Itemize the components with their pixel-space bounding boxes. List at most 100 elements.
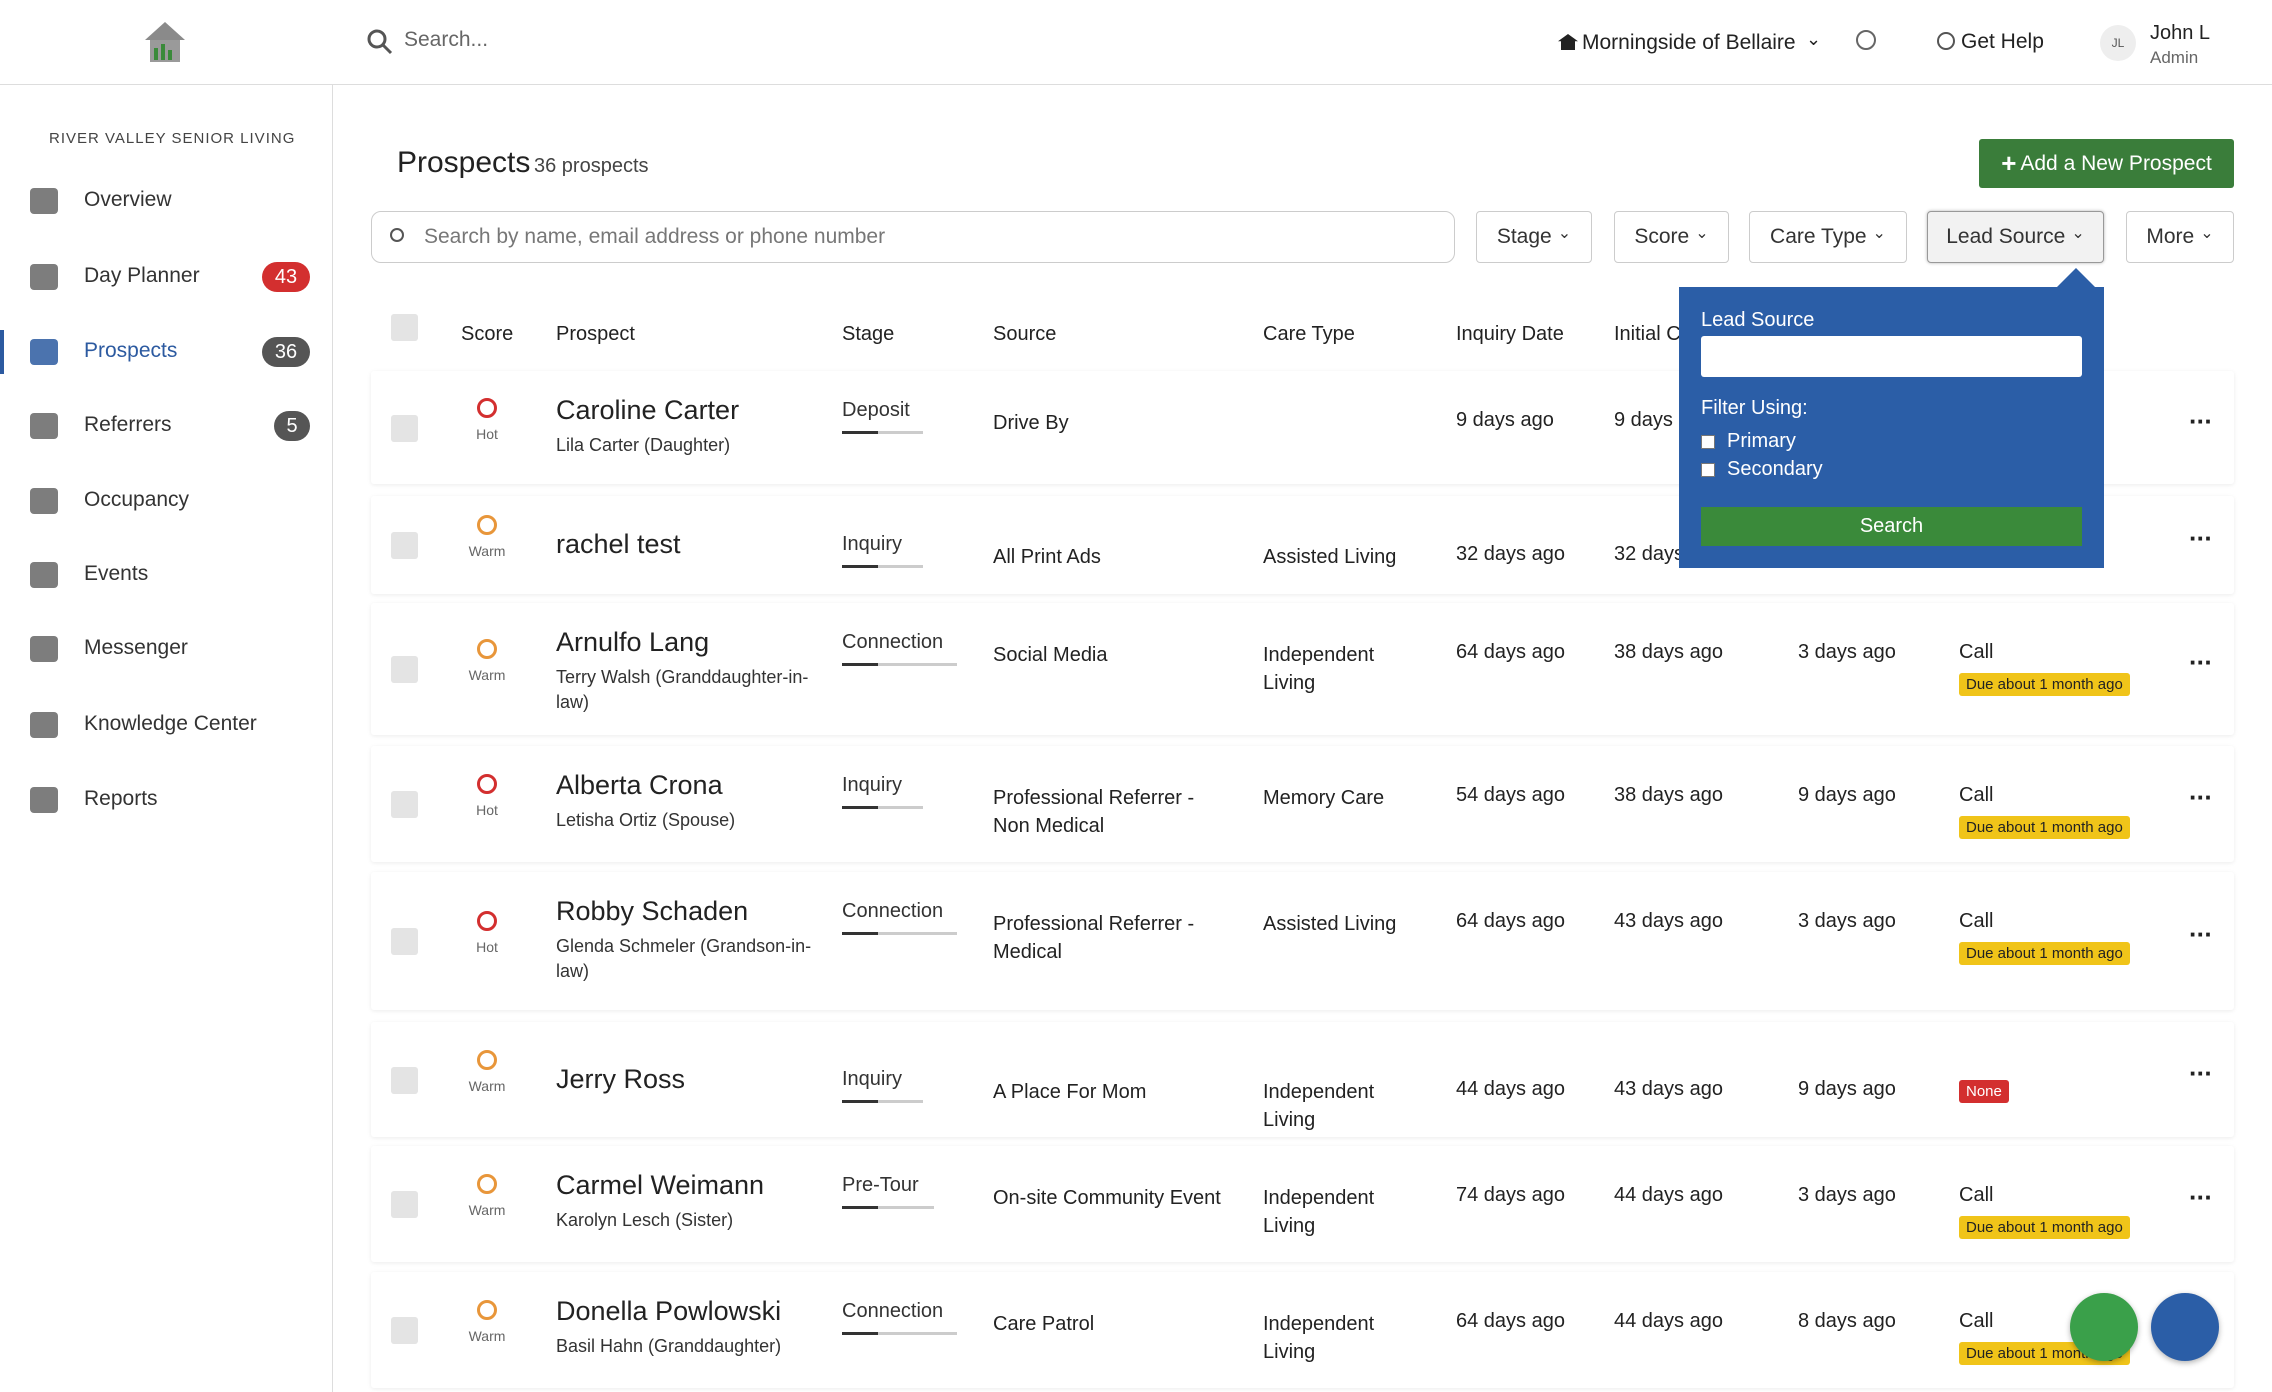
prospect-name[interactable]: Donella Powlowski xyxy=(556,1296,782,1326)
filter-button[interactable]: Care Type ⌄ xyxy=(1749,211,1907,263)
popup-arrow xyxy=(2056,268,2096,288)
prospect-row[interactable]: Warm Carmel Weimann Karolyn Lesch (Sister)… xyxy=(371,1146,2234,1262)
prospect-name[interactable]: rachel test xyxy=(556,529,681,559)
filter-button[interactable]: Lead Source ⌄ xyxy=(1927,211,2104,263)
stage: Connection xyxy=(842,631,944,653)
popup-search-button[interactable]: Search xyxy=(1701,507,2082,546)
filter-button[interactable]: Stage ⌄ xyxy=(1476,211,1592,263)
row-menu[interactable]: ··· xyxy=(2189,919,2213,949)
nav-item[interactable]: Messenger xyxy=(84,636,188,659)
inquiry-date: 44 days ago xyxy=(1456,1077,1565,1100)
last-contact: 3 days ago xyxy=(1798,641,1896,663)
active-indicator xyxy=(0,330,4,374)
row-checkbox[interactable] xyxy=(391,1317,418,1344)
nav-item[interactable]: Occupancy xyxy=(84,488,190,511)
nav-item[interactable]: Prospects xyxy=(84,339,178,362)
prospect-row[interactable]: Warm Jerry Ross Inquiry A Place For Mom Inde… xyxy=(371,1022,2234,1137)
org-selector[interactable]: RIVER VALLEY SENIOR LIVING xyxy=(49,130,296,147)
score-label: Warm xyxy=(468,667,506,683)
initial-contact: 44 days ago xyxy=(1614,1310,1723,1332)
tasks-fab[interactable] xyxy=(2151,1293,2219,1361)
prospect-row[interactable]: Warm Donella Powlowski Basil Hahn (Grandda… xyxy=(371,1272,2234,1388)
add-prospect-button[interactable]: + Add a New Prospect xyxy=(1979,139,2234,188)
popup-input[interactable] xyxy=(1701,336,2082,377)
prospect-row[interactable]: Hot Alberta Crona Letisha Ortiz (Spouse) In… xyxy=(371,746,2234,862)
task: Call xyxy=(1959,641,1994,663)
community-selector[interactable]: Morningside of Bellaire xyxy=(1582,31,1796,54)
column-header: Care Type xyxy=(1263,323,1355,345)
stage: Connection xyxy=(842,1300,944,1322)
checkbox[interactable] xyxy=(1701,463,1715,477)
row-menu[interactable]: ··· xyxy=(2189,1057,2213,1088)
contact-name: Lila Carter (Daughter) xyxy=(556,435,731,455)
care-type: Memory Care xyxy=(1263,787,1385,809)
filter-button[interactable]: Score ⌄ xyxy=(1614,211,1729,263)
nav-item[interactable]: Referrers xyxy=(84,413,172,436)
row-menu[interactable]: ··· xyxy=(2189,1182,2213,1212)
task: Call xyxy=(1959,784,1994,806)
select-all-checkbox[interactable] xyxy=(391,314,418,341)
due-badge: Due about 1 month ago xyxy=(1959,816,2130,839)
prospect-search[interactable]: Search by name, email address or phone n… xyxy=(371,211,1455,263)
stage-progress xyxy=(842,431,878,434)
row-checkbox[interactable] xyxy=(391,656,418,683)
filter-label: Care Type xyxy=(1770,225,1867,248)
chevron: ⌄ xyxy=(1806,29,1822,49)
prospect-name[interactable]: Robby Schaden xyxy=(556,896,749,926)
source: Professional Referrer - Non Medical xyxy=(993,787,1195,837)
due-badge: Due about 1 month ago xyxy=(1959,673,2130,696)
score-label: Hot xyxy=(476,939,498,955)
initial-contact: 43 days ago xyxy=(1614,910,1723,932)
score-icon xyxy=(477,1300,497,1320)
row-checkbox[interactable] xyxy=(391,1191,418,1218)
row-menu[interactable]: ··· xyxy=(2189,782,2213,812)
row-menu[interactable]: ··· xyxy=(2189,405,2213,436)
prospect-name[interactable]: Carmel Weimann xyxy=(556,1170,765,1200)
source: Social Media xyxy=(993,644,1108,666)
last-contact: 8 days ago xyxy=(1798,1310,1896,1332)
prospect-name[interactable]: Arnulfo Lang xyxy=(556,627,710,657)
nav-badge: 36 xyxy=(262,337,310,367)
nav-item[interactable]: Events xyxy=(84,562,149,585)
score-icon xyxy=(477,639,497,659)
care-type: Independent Living xyxy=(1263,1187,1375,1237)
prospect-name[interactable]: Alberta Crona xyxy=(556,770,723,800)
inquiry-date: 9 days ago xyxy=(1456,409,1554,431)
chevron: ⌄ xyxy=(2200,225,2214,242)
score-label: Warm xyxy=(468,1077,506,1094)
checkbox[interactable] xyxy=(1701,435,1715,449)
stage-track xyxy=(842,806,923,809)
nav-item[interactable]: Reports xyxy=(84,787,158,810)
column-header: Inquiry Date xyxy=(1456,323,1564,345)
nav-item[interactable]: Day Planner xyxy=(84,264,200,287)
help-menu[interactable]: Get Help xyxy=(1961,30,2044,53)
row-checkbox[interactable] xyxy=(391,791,418,818)
nav-item[interactable]: Knowledge Center xyxy=(84,712,257,735)
checkbox-label: Secondary xyxy=(1727,458,1823,480)
prospect-row[interactable]: Warm Arnulfo Lang Terry Walsh (Granddaught… xyxy=(371,603,2234,735)
prospect-row[interactable]: Hot Robby Schaden Glenda Schmeler (Grandso… xyxy=(371,872,2234,1010)
nav-item[interactable]: Overview xyxy=(84,188,172,211)
row-checkbox[interactable] xyxy=(391,928,418,955)
stage-track xyxy=(842,932,957,935)
row-menu[interactable]: ··· xyxy=(2189,647,2213,677)
add-fab[interactable] xyxy=(2070,1293,2138,1361)
score-label: Warm xyxy=(468,543,506,559)
row-checkbox[interactable] xyxy=(391,1066,418,1094)
row-checkbox[interactable] xyxy=(391,414,418,442)
nav-icon xyxy=(30,413,58,439)
prospect-name[interactable]: Jerry Ross xyxy=(556,1063,686,1094)
search-icon xyxy=(390,228,404,242)
filter-label: Stage xyxy=(1496,225,1552,248)
search-input[interactable]: Search... xyxy=(404,28,489,51)
inquiry-date: 64 days ago xyxy=(1456,641,1565,663)
task: Call xyxy=(1959,910,1994,932)
row-checkbox[interactable] xyxy=(391,532,418,559)
prospect-name[interactable]: Caroline Carter xyxy=(556,395,740,425)
filter-button[interactable]: More ⌄ xyxy=(2126,211,2234,263)
user-name[interactable]: John L xyxy=(2150,22,2211,44)
source: On-site Community Event xyxy=(993,1187,1221,1209)
row-menu[interactable]: ··· xyxy=(2189,523,2213,553)
initial-contact: 38 days ago xyxy=(1614,784,1723,806)
